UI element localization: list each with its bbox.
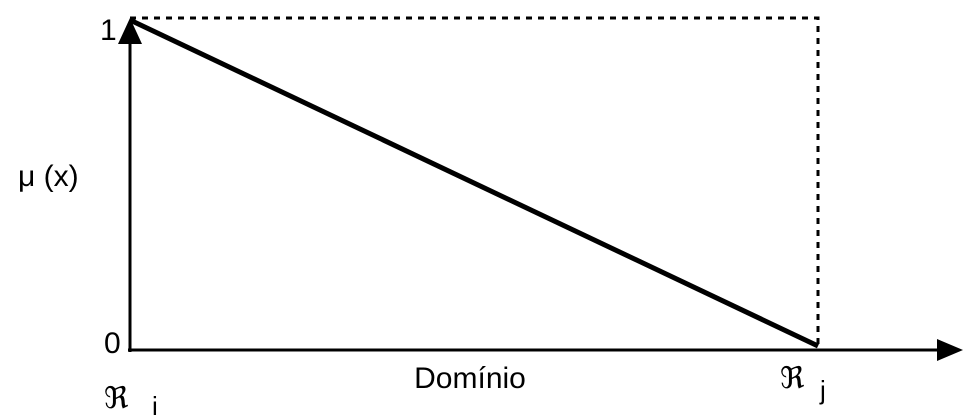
x-end-sub: j — [819, 375, 826, 405]
y-bottom-label: 0 — [104, 327, 121, 360]
x-start-sub: i — [152, 391, 158, 420]
y-axis-arrow — [118, 18, 142, 44]
x-end-symbol: ℜ — [780, 362, 805, 395]
y-axis-label: μ (x) — [18, 160, 79, 193]
x-axis-label: Domínio — [414, 362, 526, 395]
y-top-label: 1 — [100, 14, 117, 47]
x-start-symbol: ℜ — [104, 382, 129, 415]
dashed-guide — [130, 16, 820, 346]
x-axis-arrow — [937, 339, 963, 361]
membership-line — [128, 17, 820, 349]
